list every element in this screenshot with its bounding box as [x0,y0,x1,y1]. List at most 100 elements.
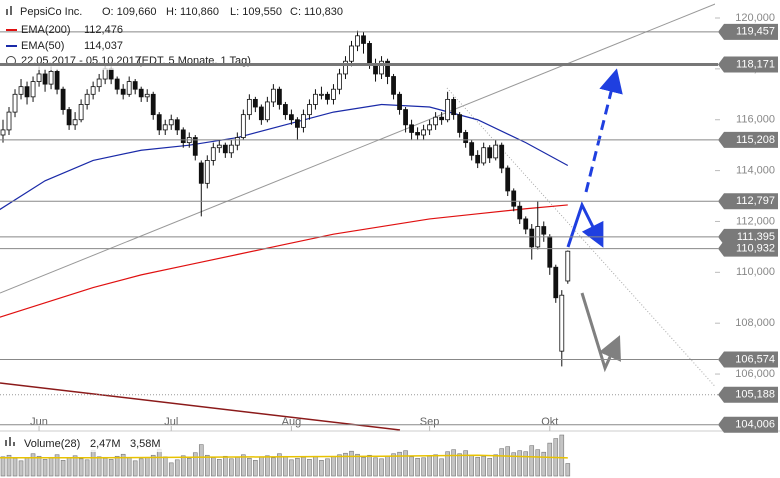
y-tick-label: 116,000 [736,114,775,126]
candle-body [114,78,120,90]
candle-body [307,104,312,116]
volume-bar [18,460,24,477]
volume-bar [415,457,420,477]
candle-body [192,137,198,156]
ema-line [0,103,569,211]
candle-body [36,73,42,82]
volume-bar [12,457,18,477]
candle-body [403,109,408,126]
candle-body [469,142,475,156]
candle-body [276,88,282,105]
candle-body [325,93,330,100]
arrow-gray [580,292,621,373]
volume-bar [283,455,288,477]
candle-body [451,98,457,116]
volume-bar [505,446,511,477]
legend-value: 112,476 [84,24,123,36]
candle-body [553,266,559,299]
volume-bar [289,459,294,477]
candle-body [0,129,6,136]
candle-body [433,116,439,126]
volume-bar [385,455,390,477]
candle-body [84,93,90,105]
candle-body [313,93,318,105]
candle-body [90,86,96,95]
volume-bar [198,444,204,477]
candle-body [361,35,366,44]
volume-bar [493,454,498,477]
candle-body [234,137,240,146]
candle-body [168,119,174,126]
level-label: 105,188 [735,389,775,401]
candle-body [439,116,445,121]
volume-bar [241,454,246,477]
volume-bar [313,455,318,477]
volume-bar [180,455,186,477]
x-tick-label: Jun [30,416,48,428]
candle-body [156,114,162,131]
volume-bar [337,454,342,477]
candle-body [78,104,84,121]
volume-bar [457,453,462,477]
candle-body [204,160,210,184]
volume-bar [259,456,264,477]
volume-bar [174,459,180,477]
level-label: 111,395 [737,231,775,243]
legend-name: EMA(200) [21,24,71,36]
volume-bar [102,457,108,477]
candle-body [295,119,300,128]
volume-bar [235,456,240,477]
volume-bar [72,455,78,477]
volume-bar [343,452,348,477]
candle-body [319,93,324,96]
volume-bar [379,458,384,477]
volume-bar [156,448,162,477]
candle-body [481,147,487,164]
candle-body [60,88,66,110]
candle-body [228,144,234,154]
x-tick-label: Sep [420,416,440,428]
candle-body [42,73,48,85]
volume-bar [307,459,312,477]
volume-bar [463,450,468,477]
volume-bar [367,454,372,477]
volume-bar [319,460,324,477]
candle-body [529,228,535,248]
volume-bar [529,445,535,477]
candle-body [367,43,372,65]
volume-bar [36,455,42,477]
volume-bar [517,450,523,477]
candle-body [258,106,264,121]
candle-body [337,73,342,90]
candle-body [54,71,60,90]
candle-body [66,109,72,126]
volume-bar [144,456,150,477]
header-ohlc: L: 109,550 [230,6,282,18]
volume-bar [277,453,282,477]
x-tick-label: Jul [164,416,178,428]
volume-bar [192,452,198,477]
volume-bar [168,462,174,477]
volume-bar [48,456,54,477]
candle-body [541,226,547,235]
volume-bar [265,455,270,477]
candle-body [264,101,270,121]
candle-body [174,119,180,131]
candle-body [523,218,529,230]
trend-line-down [0,382,401,431]
volume-bar [469,454,474,477]
level-label-box [718,56,778,73]
level-label: 118,171 [736,58,775,70]
candle-body [499,144,505,169]
volume-bar [523,451,529,477]
volume-bar [301,456,306,477]
volume-bar [66,457,72,477]
volume-bar [229,458,234,477]
volume-bar [138,458,144,477]
level-label: 119,457 [736,26,775,38]
level-label-box [718,351,778,368]
candle-body [120,88,126,95]
candle-body [547,236,553,268]
candle-body [132,81,138,90]
y-tick-label: 120,000 [735,12,775,24]
